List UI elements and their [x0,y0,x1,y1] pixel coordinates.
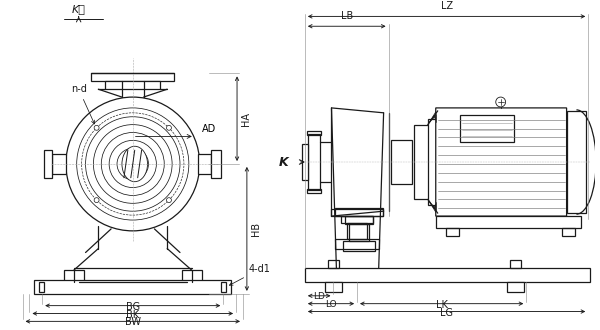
Bar [460,115,514,142]
Text: 4-d1: 4-d1 [229,264,271,285]
Bar [391,140,412,184]
Bar [44,150,52,178]
Bar [197,154,211,174]
Circle shape [94,198,99,203]
Bar [221,282,226,292]
Bar [506,282,524,292]
Text: LK: LK [436,300,448,310]
Text: LB: LB [341,11,353,21]
Text: AD: AD [202,124,216,134]
Bar [302,144,308,180]
Text: HB: HB [251,222,261,236]
Bar [64,270,83,282]
Bar [331,209,383,216]
Text: BW: BW [125,317,141,327]
Bar [566,111,586,213]
Text: K向: K向 [72,4,86,15]
Circle shape [496,97,506,107]
Bar [182,270,202,282]
Bar [436,216,581,228]
Bar [341,216,373,223]
Circle shape [94,125,99,130]
Text: LD: LD [313,292,325,301]
Bar [328,260,340,268]
Text: BG: BG [126,302,140,312]
Bar [345,216,373,224]
Text: K: K [278,155,288,169]
Bar [105,81,160,89]
Text: LZ: LZ [440,2,452,12]
Bar [509,260,521,268]
Bar [52,154,66,174]
Bar [91,74,174,81]
Bar [414,125,430,199]
Bar [308,134,320,189]
Text: n-d: n-d [71,84,95,124]
Ellipse shape [122,146,148,182]
Circle shape [166,198,172,203]
Bar [307,131,320,135]
FancyBboxPatch shape [436,108,566,216]
Bar [211,150,221,178]
Text: HA: HA [241,112,251,126]
Bar [428,119,440,205]
Bar [562,228,575,236]
Bar [325,282,343,292]
Text: BK: BK [126,310,139,319]
Text: LO: LO [325,300,337,309]
Bar [349,224,369,241]
Bar [335,208,383,216]
Bar [343,241,375,250]
Bar [34,280,231,294]
Text: LG: LG [440,308,453,317]
Circle shape [166,125,172,130]
Bar [335,239,379,248]
Bar [307,188,320,193]
Bar [40,282,44,292]
Bar [305,268,590,282]
Bar [446,228,460,236]
Bar [347,223,367,239]
